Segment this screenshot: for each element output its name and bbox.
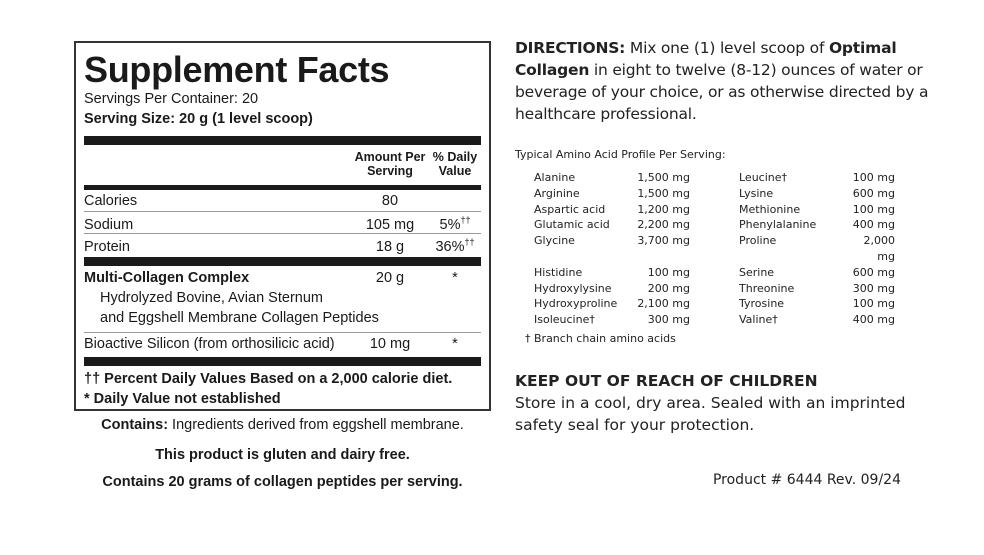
amino-name: Leucine† — [739, 171, 788, 184]
silicon-row: Bioactive Silicon (from orthosilicic aci… — [84, 333, 481, 357]
complex-desc: Hydrolyzed Bovine, Avian Sternum — [100, 290, 323, 306]
warning-heading: KEEP OUT OF REACH OF CHILDREN — [515, 371, 818, 390]
directions-text: in eight to twelve (8-12) ounces of wate… — [515, 61, 929, 123]
complex-dv: * — [452, 270, 458, 286]
amino-amount: 400 mg — [852, 218, 895, 232]
amino-name: Phenylalanine — [739, 218, 817, 232]
amino-name: Histidine — [534, 265, 583, 279]
complex-name: Multi-Collagen Complex — [84, 270, 250, 286]
nutrient-name: Sodium — [84, 216, 134, 233]
dv-footnote: †† Percent Daily Values Based on a 2,000… — [84, 371, 453, 387]
amino-name: Aspartic acid — [534, 202, 606, 216]
product-name: Optimal Collagen — [515, 39, 897, 79]
facts-title: Supplement Facts — [84, 49, 390, 90]
amino-name: Arginine — [534, 186, 580, 200]
amino-amount: 100 mg — [647, 265, 690, 279]
amino-amount: 1,500 mg — [637, 171, 690, 184]
amino-amount: 600 mg — [852, 265, 895, 279]
divider-bar — [84, 357, 481, 366]
directions-panel: DIRECTIONS: Mix one (1) level scoop of O… — [515, 37, 935, 436]
amino-amount: 1,500 mg — [637, 186, 690, 200]
amino-amount: 1,200 mg — [637, 202, 690, 216]
complex-amount: 20 g — [375, 270, 405, 286]
amino-name: Hydroxylysine — [534, 281, 612, 295]
divider-bar — [84, 257, 481, 266]
nutrient-amount: 80 — [381, 193, 399, 209]
amino-name: Glutamic acid — [534, 218, 610, 232]
amino-amount: 300 mg — [647, 313, 690, 327]
silicon-name: Bioactive Silicon (from orthosilicic aci… — [84, 336, 335, 352]
nutrient-amount: 18 g — [375, 238, 405, 255]
amino-name: Isoleucine† — [534, 313, 595, 327]
amino-name: Proline — [739, 234, 777, 248]
amino-amount: 100 mg — [852, 202, 895, 216]
amino-amount: 100 mg — [852, 171, 895, 184]
supplement-facts-panel: Supplement Facts Servings Per Container:… — [74, 41, 491, 411]
amino-name: Alanine — [534, 171, 576, 184]
directions-text: Mix one (1) level scoop of — [625, 39, 829, 57]
amino-footnote: † Branch chain amino acids — [525, 331, 676, 345]
amino-amount: 200 mg — [647, 281, 690, 295]
nutrient-row: Sodium 105 mg 5%†† — [84, 212, 481, 234]
amino-name: Threonine — [739, 281, 795, 295]
contains-statement: Contains: Ingredients derived from eggsh… — [74, 417, 491, 433]
nutrient-name: Calories — [84, 193, 138, 209]
nutrient-amount: 105 mg — [365, 216, 415, 233]
silicon-dv: * — [452, 336, 458, 352]
serving-size: Serving Size: 20 g (1 level scoop) — [84, 111, 313, 127]
amino-name: Methionine — [739, 202, 801, 216]
complex-desc: and Eggshell Membrane Collagen Peptides — [84, 308, 481, 333]
amount-header: Amount Per Serving — [354, 150, 426, 178]
amino-amount: 2,000 mg — [863, 234, 896, 263]
amino-name: Glycine — [534, 234, 575, 248]
amino-name: Serine — [739, 265, 775, 279]
amino-table: Alanine 1,500 mg Leucine† 100 mg Arginine 1,5… — [534, 170, 935, 328]
contains-text: Ingredients derived from eggshell membra… — [168, 417, 464, 433]
amino-name: Lysine — [739, 186, 774, 200]
dv-not-established: * Daily Value not established — [84, 391, 281, 407]
amino-amount: 300 mg — [852, 281, 895, 295]
servings-per-container: Servings Per Container: 20 — [84, 91, 259, 107]
silicon-amount: 10 mg — [369, 336, 411, 352]
nutrient-dv: 36%†† — [435, 237, 475, 255]
directions-label: DIRECTIONS: — [515, 39, 626, 57]
product-number: Product # 6444 Rev. 09/24 — [712, 472, 901, 488]
nutrient-name: Protein — [84, 238, 130, 255]
nutrient-row: Calories 80 — [84, 190, 481, 212]
divider-bar — [84, 136, 481, 145]
amino-heading: Typical Amino Acid Profile Per Serving: — [515, 148, 726, 161]
dv-header: % Daily Value — [432, 150, 478, 178]
amino-name: Tyrosine — [739, 297, 785, 311]
nutrient-row: Protein 18 g 36%†† — [84, 234, 481, 256]
contains-label: Contains: — [101, 417, 169, 433]
amino-amount: 3,700 mg — [637, 234, 690, 248]
amino-name: Hydroxyproline — [534, 297, 618, 311]
amino-amount: 600 mg — [852, 186, 895, 200]
amino-amount: 100 mg — [852, 297, 895, 311]
divider-bar — [84, 185, 481, 190]
complex-row: Multi-Collagen Complex 20 g * — [84, 270, 481, 286]
amino-amount: 2,100 mg — [637, 297, 690, 311]
amino-name: Valine† — [739, 313, 778, 327]
warning-text: Store in a cool, dry area. Sealed with a… — [515, 393, 906, 434]
gluten-statement: This product is gluten and dairy free. — [155, 447, 410, 463]
amino-amount: 2,200 mg — [637, 218, 690, 232]
nutrient-dv: 5%†† — [439, 215, 471, 233]
column-headers: Amount Per Serving % Daily Value — [84, 145, 481, 185]
collagen-statement: Contains 20 grams of collagen peptides p… — [102, 474, 463, 490]
directions: DIRECTIONS: Mix one (1) level scoop of O… — [515, 37, 935, 125]
amino-amount: 400 mg — [852, 313, 895, 327]
